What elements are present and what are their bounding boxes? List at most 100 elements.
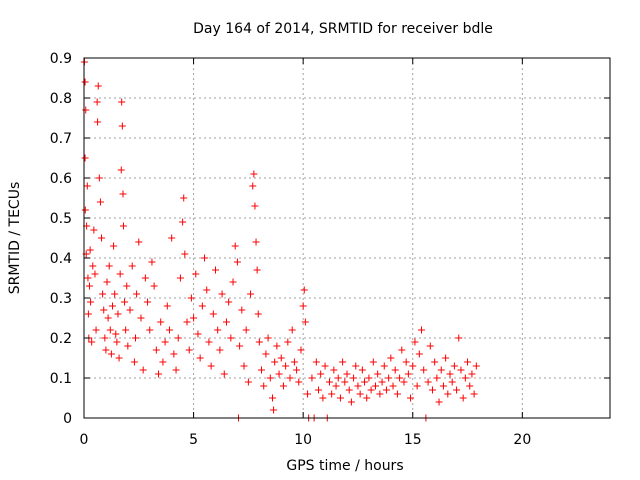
data-point	[398, 346, 406, 354]
x-tick-label: 5	[189, 432, 198, 448]
data-point	[371, 382, 379, 390]
data-point	[258, 366, 266, 374]
data-point	[253, 266, 261, 274]
data-point	[286, 374, 294, 382]
data-point	[288, 326, 296, 334]
data-point	[249, 182, 257, 190]
data-point	[238, 306, 246, 314]
data-point	[282, 362, 290, 370]
data-point	[356, 390, 364, 398]
data-point	[455, 334, 463, 342]
data-point	[141, 274, 149, 282]
data-point	[330, 366, 338, 374]
data-point	[155, 370, 163, 378]
data-point	[98, 234, 106, 242]
y-tick-label: 0.9	[50, 51, 72, 67]
data-point	[374, 370, 382, 378]
data-point	[468, 370, 476, 378]
y-tick-label: 0	[63, 411, 72, 427]
data-point	[461, 374, 469, 382]
x-tick-label: 0	[80, 432, 89, 448]
data-point	[393, 390, 401, 398]
x-axis-title: GPS time / hours	[286, 458, 403, 474]
data-point	[273, 342, 281, 350]
y-tick-label: 0.2	[50, 331, 72, 347]
data-point	[369, 358, 377, 366]
data-point	[94, 82, 102, 90]
data-point	[415, 350, 423, 358]
data-point	[266, 374, 274, 382]
data-point	[250, 170, 258, 178]
data-point	[104, 314, 112, 322]
data-point	[347, 398, 355, 406]
data-point	[187, 294, 195, 302]
data-point	[192, 270, 200, 278]
data-point	[161, 338, 169, 346]
x-tick-label: 20	[513, 432, 531, 448]
data-point	[378, 378, 386, 386]
data-point	[459, 394, 467, 402]
data-point	[315, 386, 323, 394]
data-point	[402, 358, 410, 366]
data-point	[270, 406, 278, 414]
data-point	[163, 302, 171, 310]
data-point	[183, 318, 191, 326]
data-point	[260, 382, 268, 390]
data-point	[418, 326, 426, 334]
data-point	[354, 382, 362, 390]
data-point	[350, 374, 358, 382]
y-tick-label: 0.3	[50, 291, 72, 307]
data-point	[128, 262, 136, 270]
data-point	[339, 358, 347, 366]
data-point	[341, 378, 349, 386]
data-point	[112, 330, 120, 338]
y-tick-label: 0.5	[50, 211, 72, 227]
data-point	[376, 390, 384, 398]
data-point	[295, 378, 303, 386]
data-point	[404, 370, 412, 378]
data-point	[231, 242, 239, 250]
data-point	[196, 354, 204, 362]
data-point	[435, 398, 443, 406]
data-point	[290, 358, 298, 366]
data-point	[101, 334, 109, 342]
data-point	[300, 286, 308, 294]
data-point	[216, 346, 224, 354]
data-point	[179, 218, 187, 226]
data-point	[254, 310, 262, 318]
data-point	[409, 362, 417, 370]
y-tick-label: 0.1	[50, 371, 72, 387]
data-point	[89, 262, 97, 270]
data-point	[159, 358, 167, 366]
data-point	[117, 166, 125, 174]
data-point	[444, 390, 452, 398]
data-point	[446, 370, 454, 378]
data-point	[233, 258, 241, 266]
data-point	[363, 394, 371, 402]
data-point	[380, 362, 388, 370]
data-point	[389, 382, 397, 390]
data-point	[400, 378, 408, 386]
data-point	[157, 318, 165, 326]
data-point	[83, 182, 91, 190]
data-point	[345, 386, 353, 394]
data-point	[105, 262, 113, 270]
data-point	[396, 374, 404, 382]
data-point	[82, 106, 90, 114]
data-point	[391, 366, 399, 374]
data-point	[365, 374, 373, 382]
data-point	[275, 370, 283, 378]
y-tick-label: 0.6	[50, 171, 72, 187]
data-point	[84, 310, 92, 318]
data-point	[361, 378, 369, 386]
data-point	[170, 350, 178, 358]
data-point	[466, 382, 474, 390]
data-point	[358, 366, 366, 374]
data-point	[385, 374, 393, 382]
data-point	[130, 358, 138, 366]
data-point	[174, 334, 182, 342]
data-point	[453, 386, 461, 394]
data-point	[81, 78, 89, 86]
data-point	[100, 306, 108, 314]
